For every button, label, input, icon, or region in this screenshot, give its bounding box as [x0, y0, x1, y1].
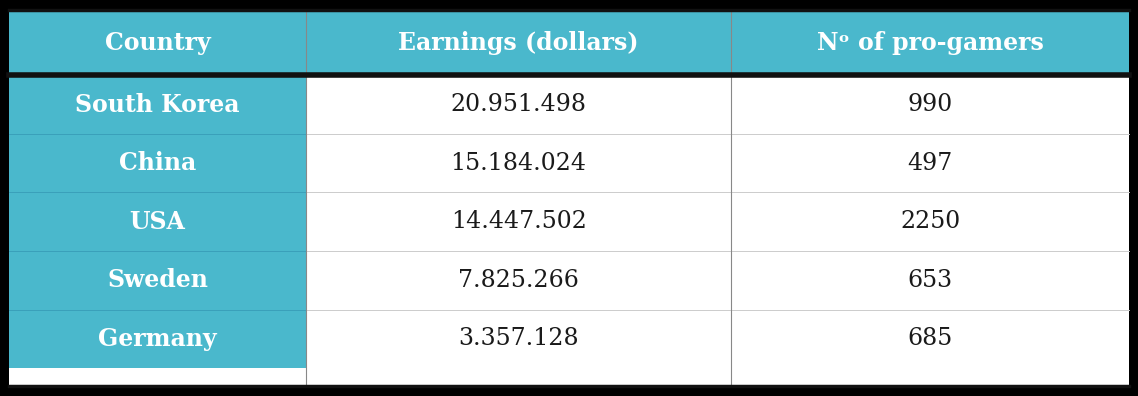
FancyBboxPatch shape: [732, 251, 1129, 310]
FancyBboxPatch shape: [9, 192, 306, 251]
FancyBboxPatch shape: [306, 192, 732, 251]
Text: 990: 990: [907, 93, 953, 116]
Text: 7.825.266: 7.825.266: [459, 269, 579, 292]
Text: 2250: 2250: [900, 210, 960, 233]
FancyBboxPatch shape: [306, 10, 732, 75]
Text: 3.357.128: 3.357.128: [459, 327, 579, 350]
FancyBboxPatch shape: [732, 134, 1129, 192]
FancyBboxPatch shape: [306, 310, 732, 368]
Text: USA: USA: [130, 210, 185, 234]
Text: Sweden: Sweden: [107, 268, 208, 292]
FancyBboxPatch shape: [732, 10, 1129, 75]
FancyBboxPatch shape: [9, 10, 306, 75]
Text: 15.184.024: 15.184.024: [451, 152, 586, 175]
FancyBboxPatch shape: [306, 134, 732, 192]
Text: 14.447.502: 14.447.502: [451, 210, 586, 233]
FancyBboxPatch shape: [732, 75, 1129, 134]
Text: Germany: Germany: [98, 327, 216, 351]
Text: 20.951.498: 20.951.498: [451, 93, 586, 116]
Text: Country: Country: [105, 30, 211, 55]
FancyBboxPatch shape: [9, 251, 306, 310]
Text: 653: 653: [908, 269, 953, 292]
Text: China: China: [118, 151, 196, 175]
FancyBboxPatch shape: [9, 134, 306, 192]
Text: 497: 497: [907, 152, 953, 175]
FancyBboxPatch shape: [306, 75, 732, 134]
FancyBboxPatch shape: [306, 251, 732, 310]
Text: South Korea: South Korea: [75, 93, 240, 116]
FancyBboxPatch shape: [732, 192, 1129, 251]
FancyBboxPatch shape: [9, 310, 306, 368]
FancyBboxPatch shape: [732, 310, 1129, 368]
Text: 685: 685: [907, 327, 953, 350]
FancyBboxPatch shape: [9, 75, 306, 134]
Text: Earnings (dollars): Earnings (dollars): [398, 30, 638, 55]
FancyBboxPatch shape: [9, 10, 1129, 386]
Text: Nᵒ of pro-gamers: Nᵒ of pro-gamers: [817, 30, 1044, 55]
